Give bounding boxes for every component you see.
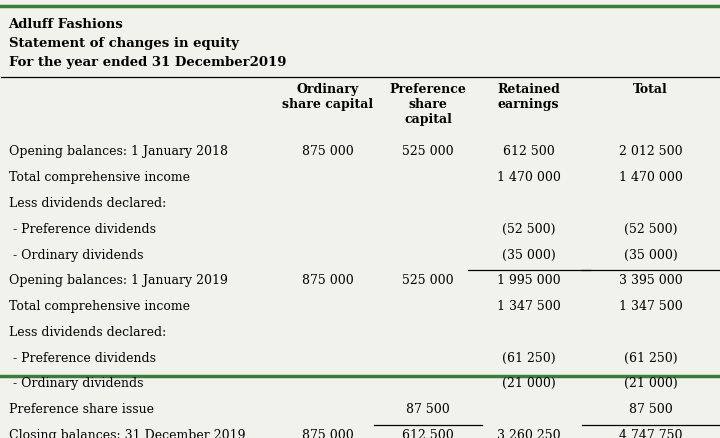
Text: Statement of changes in equity: Statement of changes in equity — [9, 37, 238, 50]
Text: Total comprehensive income: Total comprehensive income — [9, 300, 189, 313]
Text: Less dividends declared:: Less dividends declared: — [9, 326, 166, 339]
Text: 612 500: 612 500 — [402, 429, 454, 438]
Text: 875 000: 875 000 — [302, 145, 354, 159]
Text: 1 995 000: 1 995 000 — [497, 274, 560, 287]
Text: 87 500: 87 500 — [629, 403, 672, 416]
Text: Opening balances: 1 January 2019: Opening balances: 1 January 2019 — [9, 274, 228, 287]
Text: For the year ended 31 December2019: For the year ended 31 December2019 — [9, 57, 286, 69]
Text: (21 000): (21 000) — [502, 378, 555, 390]
Text: 875 000: 875 000 — [302, 274, 354, 287]
Text: Opening balances: 1 January 2018: Opening balances: 1 January 2018 — [9, 145, 228, 159]
Text: 87 500: 87 500 — [406, 403, 450, 416]
Text: (61 250): (61 250) — [502, 352, 555, 364]
Text: - Ordinary dividends: - Ordinary dividends — [9, 378, 143, 390]
Text: 2 012 500: 2 012 500 — [618, 145, 683, 159]
Text: Total: Total — [633, 83, 668, 96]
Text: 3 395 000: 3 395 000 — [618, 274, 683, 287]
Text: 1 470 000: 1 470 000 — [618, 171, 683, 184]
Text: (61 250): (61 250) — [624, 352, 678, 364]
Text: Closing balances: 31 December 2019: Closing balances: 31 December 2019 — [9, 429, 245, 438]
Text: (52 500): (52 500) — [624, 223, 678, 236]
Text: Preference
share
capital: Preference share capital — [390, 83, 467, 126]
Text: (35 000): (35 000) — [502, 248, 555, 261]
Text: (35 000): (35 000) — [624, 248, 678, 261]
Text: Total comprehensive income: Total comprehensive income — [9, 171, 189, 184]
Text: - Preference dividends: - Preference dividends — [9, 352, 156, 364]
Text: Retained
earnings: Retained earnings — [497, 83, 560, 111]
Text: Adluff Fashions: Adluff Fashions — [9, 18, 123, 32]
Text: 525 000: 525 000 — [402, 145, 454, 159]
Text: 612 500: 612 500 — [503, 145, 554, 159]
Text: 4 747 750: 4 747 750 — [618, 429, 683, 438]
Text: 1 347 500: 1 347 500 — [618, 300, 683, 313]
Text: - Ordinary dividends: - Ordinary dividends — [9, 248, 143, 261]
Text: Ordinary
share capital: Ordinary share capital — [282, 83, 373, 111]
Text: 1 347 500: 1 347 500 — [497, 300, 560, 313]
Text: 3 260 250: 3 260 250 — [497, 429, 560, 438]
Text: 875 000: 875 000 — [302, 429, 354, 438]
Text: (21 000): (21 000) — [624, 378, 678, 390]
Text: 1 470 000: 1 470 000 — [497, 171, 560, 184]
Text: 525 000: 525 000 — [402, 274, 454, 287]
Text: Preference share issue: Preference share issue — [9, 403, 153, 416]
Text: Less dividends declared:: Less dividends declared: — [9, 197, 166, 210]
Text: - Preference dividends: - Preference dividends — [9, 223, 156, 236]
Text: (52 500): (52 500) — [502, 223, 555, 236]
